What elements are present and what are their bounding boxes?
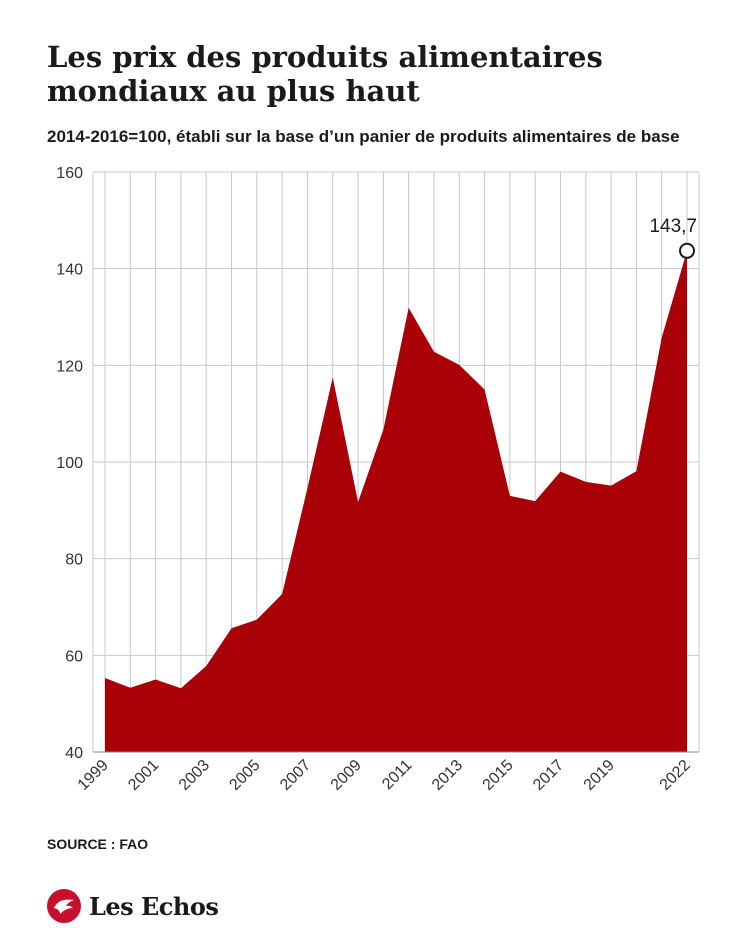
- source-note: SOURCE : FAO: [47, 836, 149, 852]
- brand-name: Les Echos: [89, 891, 219, 921]
- chart-title: Les prix des produits alimentaires mondi…: [47, 40, 603, 108]
- y-tick-label: 40: [65, 745, 83, 762]
- x-tick-label: 2007: [277, 757, 314, 794]
- x-tick-label: 1999: [75, 757, 112, 794]
- y-tick-label: 80: [65, 552, 83, 569]
- peak-value-label: 143,7: [649, 216, 697, 237]
- y-tick-label: 160: [56, 165, 83, 182]
- x-tick-label: 2015: [480, 757, 517, 794]
- y-tick-label: 60: [65, 648, 83, 665]
- x-tick-label: 2005: [226, 757, 263, 794]
- y-tick-label: 140: [56, 262, 83, 279]
- x-tick-label: 2017: [530, 757, 567, 794]
- area-series: [105, 250, 687, 753]
- echos-bird-icon: [47, 889, 81, 923]
- x-tick-label: 2009: [328, 757, 365, 794]
- chart-subtitle: 2014-2016=100, établi sur la base d’un p…: [47, 127, 680, 146]
- x-tick-label: 2001: [125, 757, 162, 794]
- x-tick-label: 2022: [657, 757, 694, 794]
- y-tick-label: 120: [56, 358, 83, 375]
- x-tick-label: 2003: [176, 757, 213, 794]
- brand-logo: Les Echos: [47, 889, 219, 923]
- peak-marker: [679, 242, 695, 259]
- x-tick-label: 2019: [581, 757, 618, 794]
- x-tick-label: 2011: [379, 757, 415, 793]
- area-chart: 40 60 80 100 120 140 160 1999 2001 2003 2005 2007 20…: [56, 165, 700, 794]
- y-tick-label: 100: [56, 455, 83, 472]
- x-tick-label: 2013: [429, 757, 466, 794]
